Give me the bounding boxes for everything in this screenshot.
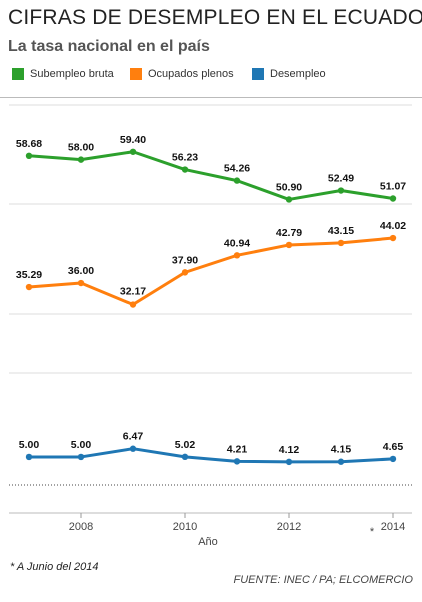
data-point-ocupados	[78, 280, 84, 286]
data-point-ocupados	[26, 284, 32, 290]
legend-swatch-ocupados	[130, 68, 142, 80]
data-label-ocupados: 35.29	[16, 269, 42, 281]
footnote: * A Junio del 2014	[10, 561, 98, 573]
data-point-desempleo	[338, 459, 344, 465]
data-label-subempleo: 59.40	[120, 134, 146, 146]
data-label-desempleo: 4.15	[331, 444, 352, 456]
legend-item-desempleo: Desempleo	[252, 68, 326, 80]
data-label-ocupados: 32.17	[120, 286, 146, 298]
legend-swatch-desempleo	[252, 68, 264, 80]
data-label-subempleo: 56.23	[172, 152, 198, 164]
legend-item-ocupados: Ocupados plenos	[130, 68, 234, 80]
data-label-ocupados: 37.90	[172, 254, 198, 266]
data-label-ocupados: 44.02	[380, 220, 406, 232]
data-point-ocupados	[338, 240, 344, 246]
data-point-ocupados	[286, 242, 292, 248]
legend-label-subempleo: Subempleo bruta	[30, 68, 114, 80]
data-point-desempleo	[286, 459, 292, 465]
data-point-desempleo	[26, 454, 32, 460]
legend-label-desempleo: Desempleo	[270, 68, 326, 80]
data-point-desempleo	[182, 454, 188, 460]
legend-item-subempleo: Subempleo bruta	[12, 68, 114, 80]
data-label-ocupados: 40.94	[224, 237, 250, 249]
x-tick-label: 2012	[277, 521, 301, 533]
chart-subtitle: La tasa nacional en el país	[8, 38, 210, 56]
data-label-subempleo: 51.07	[380, 180, 406, 192]
x-tick-label: 2010	[173, 521, 197, 533]
data-label-subempleo: 52.49	[328, 173, 354, 185]
data-label-desempleo: 4.65	[383, 441, 404, 453]
data-point-ocupados	[130, 301, 136, 307]
chart-title: CIFRAS DE DESEMPLEO EN EL ECUADOR	[8, 6, 422, 30]
line-chart: 2008 2010 2012 2014 * Año 58.68 58.00 59.40 56.23…	[0, 98, 422, 558]
data-point-subempleo	[130, 149, 136, 155]
data-point-ocupados	[234, 252, 240, 258]
data-point-subempleo	[78, 156, 84, 162]
x-tick-label: 2008	[69, 521, 93, 533]
data-point-ocupados	[182, 269, 188, 275]
x-tick-asterisk: *	[370, 526, 375, 538]
data-point-subempleo	[286, 196, 292, 202]
data-point-desempleo	[78, 454, 84, 460]
data-label-subempleo: 58.00	[68, 142, 94, 154]
data-point-subempleo	[26, 153, 32, 159]
data-label-desempleo: 5.00	[71, 439, 92, 451]
data-label-desempleo: 4.21	[227, 443, 248, 455]
data-label-ocupados: 42.79	[276, 227, 302, 239]
data-label-desempleo: 5.02	[175, 439, 196, 451]
source-credit: FUENTE: INEC / PA; ELCOMERCIO	[234, 574, 414, 586]
data-point-desempleo	[390, 456, 396, 462]
x-tick-label: 2014	[381, 521, 405, 533]
x-axis-title: Año	[198, 536, 218, 548]
data-label-subempleo: 50.90	[276, 181, 302, 193]
data-label-desempleo: 6.47	[123, 431, 144, 443]
legend-label-ocupados: Ocupados plenos	[148, 68, 234, 80]
data-label-subempleo: 54.26	[224, 163, 250, 175]
data-point-desempleo	[130, 446, 136, 452]
data-point-subempleo	[390, 195, 396, 201]
data-point-subempleo	[338, 187, 344, 193]
data-point-subempleo	[234, 177, 240, 183]
data-label-ocupados: 36.00	[68, 265, 94, 277]
data-label-desempleo: 5.00	[19, 439, 40, 451]
data-point-ocupados	[390, 235, 396, 241]
data-point-subempleo	[182, 166, 188, 172]
data-label-ocupados: 43.15	[328, 225, 354, 237]
data-label-desempleo: 4.12	[279, 444, 300, 456]
data-label-subempleo: 58.68	[16, 138, 42, 150]
legend-swatch-subempleo	[12, 68, 24, 80]
data-point-desempleo	[234, 458, 240, 464]
